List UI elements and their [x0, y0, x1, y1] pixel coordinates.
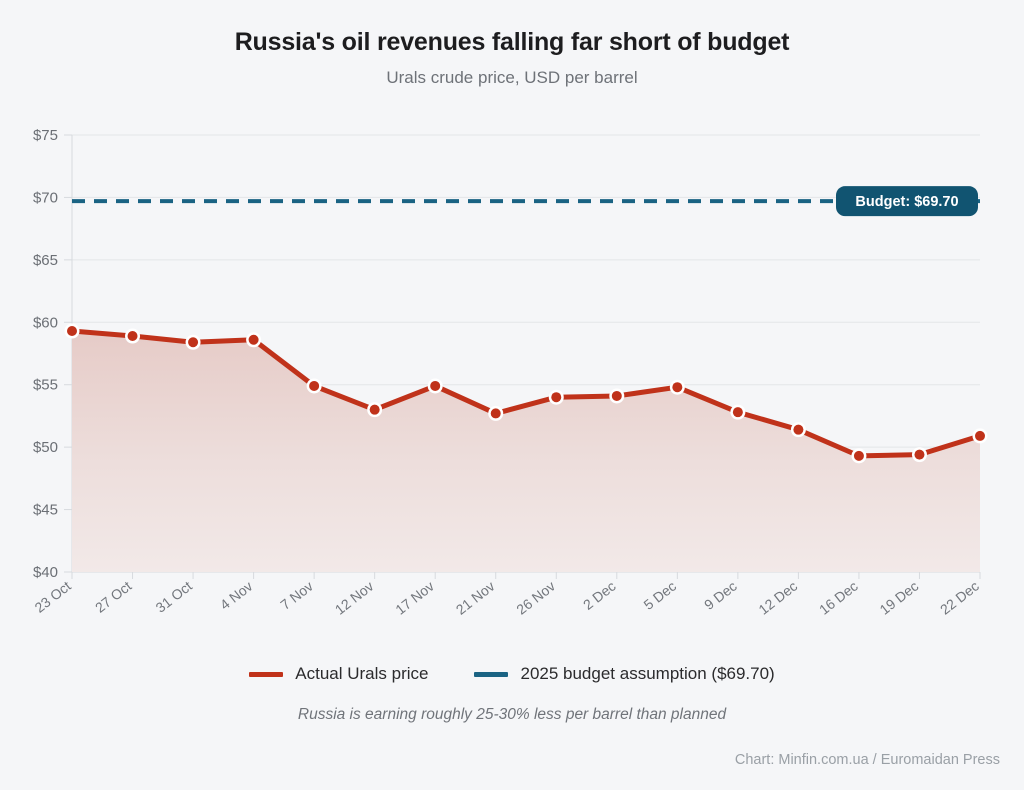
y-axis-ticks: $40 $45 $50 $55 $60 $65 $70 $75	[33, 127, 58, 581]
data-point-marker[interactable]	[914, 449, 925, 460]
chart-title: Russia's oil revenues falling far short …	[234, 28, 790, 56]
x-tick-label: 4 Nov	[217, 578, 256, 613]
x-tick-label: 12 Nov	[332, 578, 377, 618]
x-axis-ticks: 23 Oct 27 Oct 31 Oct 4 Nov 7 Nov 12 Nov 17 Nov…	[31, 572, 982, 618]
data-point-marker[interactable]	[309, 380, 320, 391]
data-point-marker[interactable]	[67, 326, 77, 337]
y-tick-label: $40	[33, 564, 58, 581]
data-point-marker[interactable]	[369, 404, 380, 415]
legend-swatch-actual	[249, 671, 284, 677]
x-tick-label: 16 Dec	[816, 578, 861, 618]
legend-item-budget[interactable]: 2025 budget assumption ($69.70)	[474, 664, 775, 684]
legend-swatch-budget	[474, 671, 509, 677]
x-tick-label: 2 Dec	[580, 578, 619, 613]
budget-badge-label: Budget: $69.70	[855, 194, 958, 210]
legend-label-actual: Actual Urals price	[295, 664, 429, 683]
chart-credit: Chart: Minfin.com.ua / Euromaidan Press	[734, 752, 1000, 768]
y-tick-label: $55	[33, 377, 58, 394]
x-tick-label: 21 Nov	[453, 578, 498, 618]
data-point-marker[interactable]	[127, 331, 138, 342]
x-tick-label: 5 Dec	[641, 578, 680, 613]
x-tick-label: 19 Dec	[877, 578, 922, 618]
y-tick-label: $75	[33, 127, 58, 144]
area-fill	[72, 331, 980, 572]
x-tick-label: 31 Oct	[153, 578, 195, 616]
legend-item-actual[interactable]: Actual Urals price	[249, 664, 428, 684]
y-tick-label: $50	[33, 439, 58, 456]
chart-footnote: Russia is earning roughly 25-30% less pe…	[297, 706, 727, 723]
x-tick-label: 26 Nov	[513, 578, 558, 618]
data-point-marker[interactable]	[975, 430, 985, 441]
x-tick-label: 7 Nov	[277, 578, 316, 613]
x-tick-label: 9 Dec	[701, 578, 740, 613]
data-point-markers[interactable]	[64, 323, 988, 464]
x-tick-label: 27 Oct	[92, 578, 134, 616]
y-tick-label: $45	[33, 502, 58, 519]
data-point-marker[interactable]	[551, 392, 562, 403]
y-tick-label: $65	[33, 252, 58, 269]
data-point-marker[interactable]	[248, 334, 259, 345]
data-point-marker[interactable]	[490, 408, 501, 419]
x-tick-label: 23 Oct	[31, 578, 73, 616]
legend-label-budget: 2025 budget assumption ($69.70)	[520, 664, 775, 683]
data-point-marker[interactable]	[793, 424, 804, 435]
data-point-marker[interactable]	[853, 450, 864, 461]
chart-legend: Actual Urals price 2025 budget assumptio…	[0, 664, 1024, 684]
y-tick-label: $70	[33, 189, 58, 206]
x-tick-label: 17 Nov	[392, 578, 437, 618]
data-point-marker[interactable]	[188, 337, 199, 348]
data-point-marker[interactable]	[611, 390, 622, 401]
data-point-marker[interactable]	[672, 382, 683, 393]
data-point-marker[interactable]	[732, 407, 743, 418]
x-tick-label: 12 Dec	[755, 578, 800, 618]
price-line	[69, 328, 983, 459]
y-tick-label: $60	[33, 314, 58, 331]
budget-badge: Budget: $69.70	[836, 186, 978, 217]
x-tick-label: 22 Dec	[937, 578, 982, 618]
chart-subtitle: Urals crude price, USD per barrel	[386, 68, 638, 87]
data-point-marker[interactable]	[430, 380, 441, 391]
